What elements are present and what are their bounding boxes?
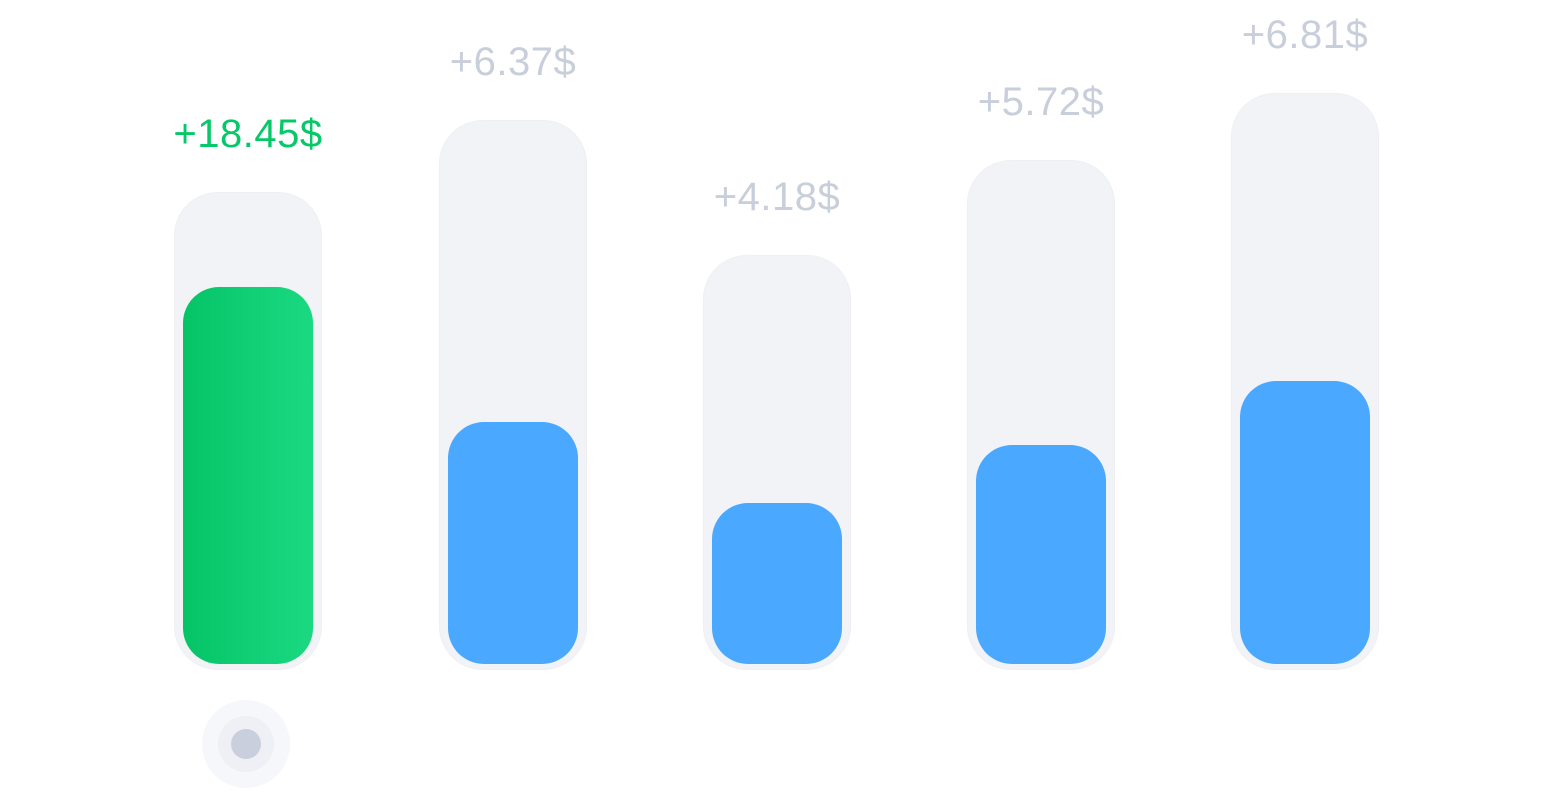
bar-value-label: +5.72$	[977, 80, 1105, 124]
timeline-dot-icon[interactable]	[231, 729, 261, 759]
bar-group[interactable]: +5.72$	[967, 0, 1115, 808]
bar-group[interactable]: +6.81$	[1231, 0, 1379, 808]
bar-fill	[1240, 381, 1370, 664]
bar-value-label: +18.45$	[173, 112, 323, 156]
bar-group[interactable]: +4.18$	[703, 0, 851, 808]
bar-value-label: +6.37$	[449, 40, 577, 84]
bar-fill-active	[183, 287, 313, 664]
bar-value-label: +4.18$	[713, 175, 841, 219]
bar-value-label: +6.81$	[1241, 13, 1369, 57]
bar-fill	[976, 445, 1106, 664]
bar-group[interactable]: +6.37$	[439, 0, 587, 808]
bar-fill	[712, 503, 842, 664]
timeline-dashed-line	[276, 742, 1336, 745]
bar-group[interactable]: +18.45$	[173, 0, 322, 808]
bar-fill	[448, 422, 578, 664]
